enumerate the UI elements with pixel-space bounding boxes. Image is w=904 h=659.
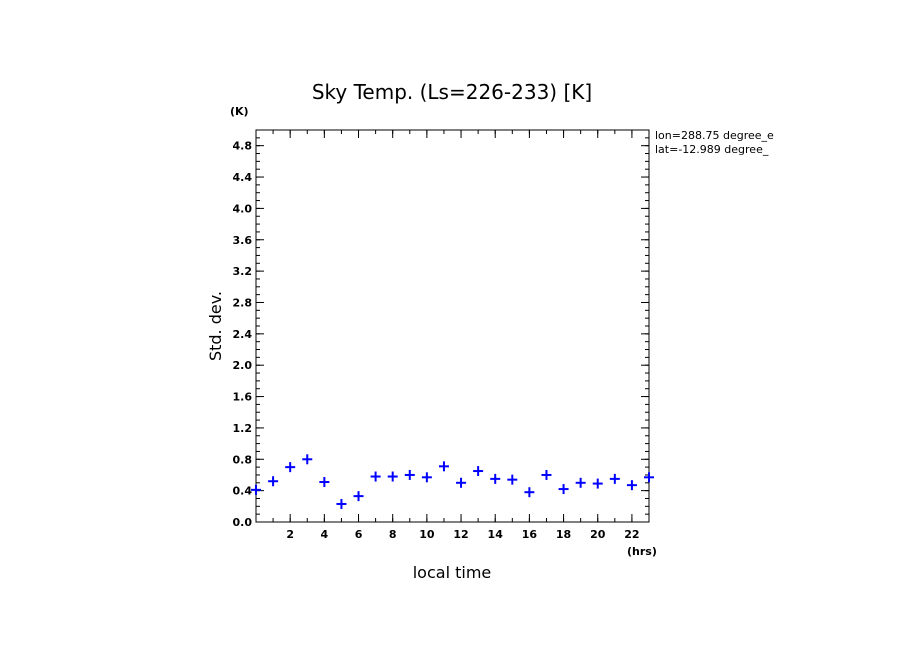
data-point — [251, 484, 261, 495]
data-point — [387, 471, 398, 482]
y-tick-label: 2.0 — [233, 359, 253, 372]
lat-annotation: lat=-12.989 degree_ — [655, 143, 769, 156]
chart-title: Sky Temp. (Ls=226-233) [K] — [312, 80, 592, 104]
x-tick-label: 10 — [419, 528, 435, 541]
x-tick-label: 4 — [321, 528, 329, 541]
data-point — [353, 491, 364, 502]
y-tick-label: 0.8 — [233, 453, 253, 466]
y-unit: (K) — [230, 105, 249, 118]
data-point — [644, 472, 654, 483]
y-axis-label: Std. dev. — [206, 291, 225, 361]
lon-annotation: lon=288.75 degree_e — [655, 129, 774, 142]
axis-ticks: 2 4 6 8 10 12 14 16 18 20 22 0.0 0.4 0.8 1.2 1.6 2.0 2.4 2… — [233, 130, 649, 541]
data-point — [507, 474, 518, 485]
x-tick-label: 8 — [389, 528, 397, 541]
x-tick-label: 16 — [522, 528, 538, 541]
data-point — [524, 487, 535, 498]
data-point — [575, 477, 586, 488]
data-point — [490, 473, 501, 484]
x-tick-label: 2 — [286, 528, 294, 541]
x-axis-label: local time — [413, 563, 492, 582]
x-tick-label: 20 — [590, 528, 606, 541]
x-tick-label: 6 — [355, 528, 363, 541]
data-point — [438, 461, 449, 472]
y-tick-label: 4.8 — [233, 140, 253, 153]
plot-frame — [255, 129, 650, 523]
x-unit: (hrs) — [627, 545, 657, 558]
data-point — [473, 466, 484, 477]
data-point — [558, 484, 569, 495]
data-point — [285, 462, 296, 473]
data-point — [626, 480, 637, 491]
y-tick-label: 0.4 — [233, 485, 253, 498]
y-tick-label: 2.4 — [233, 328, 253, 341]
data-point — [268, 476, 279, 487]
y-tick-label: 3.6 — [233, 234, 253, 247]
data-points — [251, 454, 654, 509]
data-point — [336, 498, 347, 509]
y-tick-label: 0.0 — [233, 516, 253, 529]
data-point — [592, 478, 603, 489]
y-tick-label: 4.4 — [233, 171, 253, 184]
y-tick-label: 3.2 — [233, 265, 253, 278]
annotation-clip — [780, 125, 904, 165]
x-tick-label: 22 — [624, 528, 639, 541]
x-tick-label: 14 — [488, 528, 504, 541]
data-point — [456, 477, 467, 488]
data-point — [421, 472, 432, 483]
x-tick-label: 12 — [453, 528, 468, 541]
y-tick-label: 2.8 — [233, 296, 253, 309]
data-point — [370, 471, 381, 482]
y-tick-label: 4.0 — [233, 202, 253, 215]
y-tick-label: 1.2 — [233, 422, 253, 435]
data-point — [609, 473, 620, 484]
y-tick-label: 1.6 — [233, 391, 253, 404]
data-point — [302, 454, 313, 465]
x-tick-label: 18 — [556, 528, 571, 541]
data-point — [404, 469, 415, 480]
data-point — [319, 477, 330, 488]
data-point — [541, 469, 552, 480]
